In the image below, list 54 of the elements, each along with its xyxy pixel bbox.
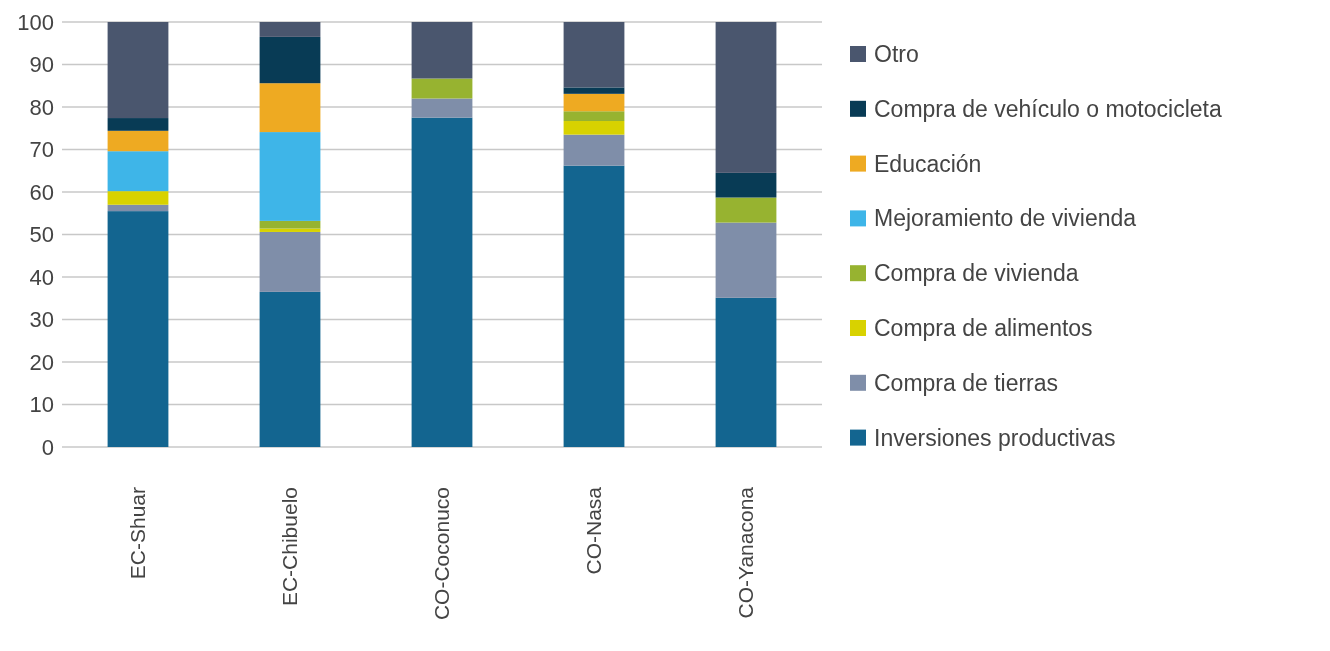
legend-label: Compra de tierras <box>874 369 1059 396</box>
bar <box>107 151 169 192</box>
x-tick-label: CO-Nasa <box>582 486 606 575</box>
bar <box>563 134 625 166</box>
bar <box>259 22 321 37</box>
y-tick-label: 40 <box>29 264 54 290</box>
bar <box>411 117 473 447</box>
bar <box>259 220 321 229</box>
y-tick-label: 30 <box>29 307 54 333</box>
bar <box>411 98 473 118</box>
x-tick-label: EC-Chibuelo <box>278 487 302 607</box>
bar <box>107 22 169 119</box>
bar <box>715 172 777 198</box>
bar <box>259 83 321 133</box>
x-tick-label: CO-Yanacona <box>734 486 758 619</box>
legend-label: Otro <box>874 41 919 68</box>
legend-label: Educación <box>874 150 982 177</box>
bar <box>107 211 169 447</box>
y-tick-label: 100 <box>17 9 54 35</box>
bar <box>715 22 777 173</box>
y-tick-label: 0 <box>41 434 54 460</box>
bar <box>411 78 473 99</box>
y-tick-label: 90 <box>29 52 54 78</box>
bar <box>715 197 777 223</box>
y-tick-label: 60 <box>29 179 54 205</box>
bar <box>107 118 169 131</box>
y-tick-label: 10 <box>29 392 54 418</box>
legend-label: Mejoramiento de vivienda <box>874 205 1137 232</box>
y-tick-label: 50 <box>29 222 54 248</box>
y-tick-label: 70 <box>29 137 54 163</box>
bar <box>107 191 169 205</box>
bar <box>715 222 777 298</box>
bar <box>259 231 321 292</box>
legend-label: Inversiones productivas <box>874 424 1116 451</box>
bar <box>563 87 625 94</box>
y-tick-label: 20 <box>29 349 54 375</box>
bar <box>563 111 625 122</box>
x-tick-label: EC-Shuar <box>126 486 150 580</box>
bar <box>563 121 625 135</box>
bar <box>411 22 473 79</box>
y-tick-label: 80 <box>29 94 54 120</box>
bar <box>563 165 625 447</box>
x-tick-label: CO-Coconuco <box>430 487 454 621</box>
legend-label: Compra de alimentos <box>874 315 1093 342</box>
bar <box>563 22 625 88</box>
bar <box>259 36 321 84</box>
bar <box>259 291 321 447</box>
legend-label: Compra de vivienda <box>874 260 1079 287</box>
bar <box>259 132 321 221</box>
legend-label: Compra de vehículo o motocicleta <box>874 95 1222 122</box>
bar <box>715 297 777 447</box>
bar <box>107 130 169 152</box>
bar <box>563 93 625 112</box>
bar <box>107 204 169 212</box>
